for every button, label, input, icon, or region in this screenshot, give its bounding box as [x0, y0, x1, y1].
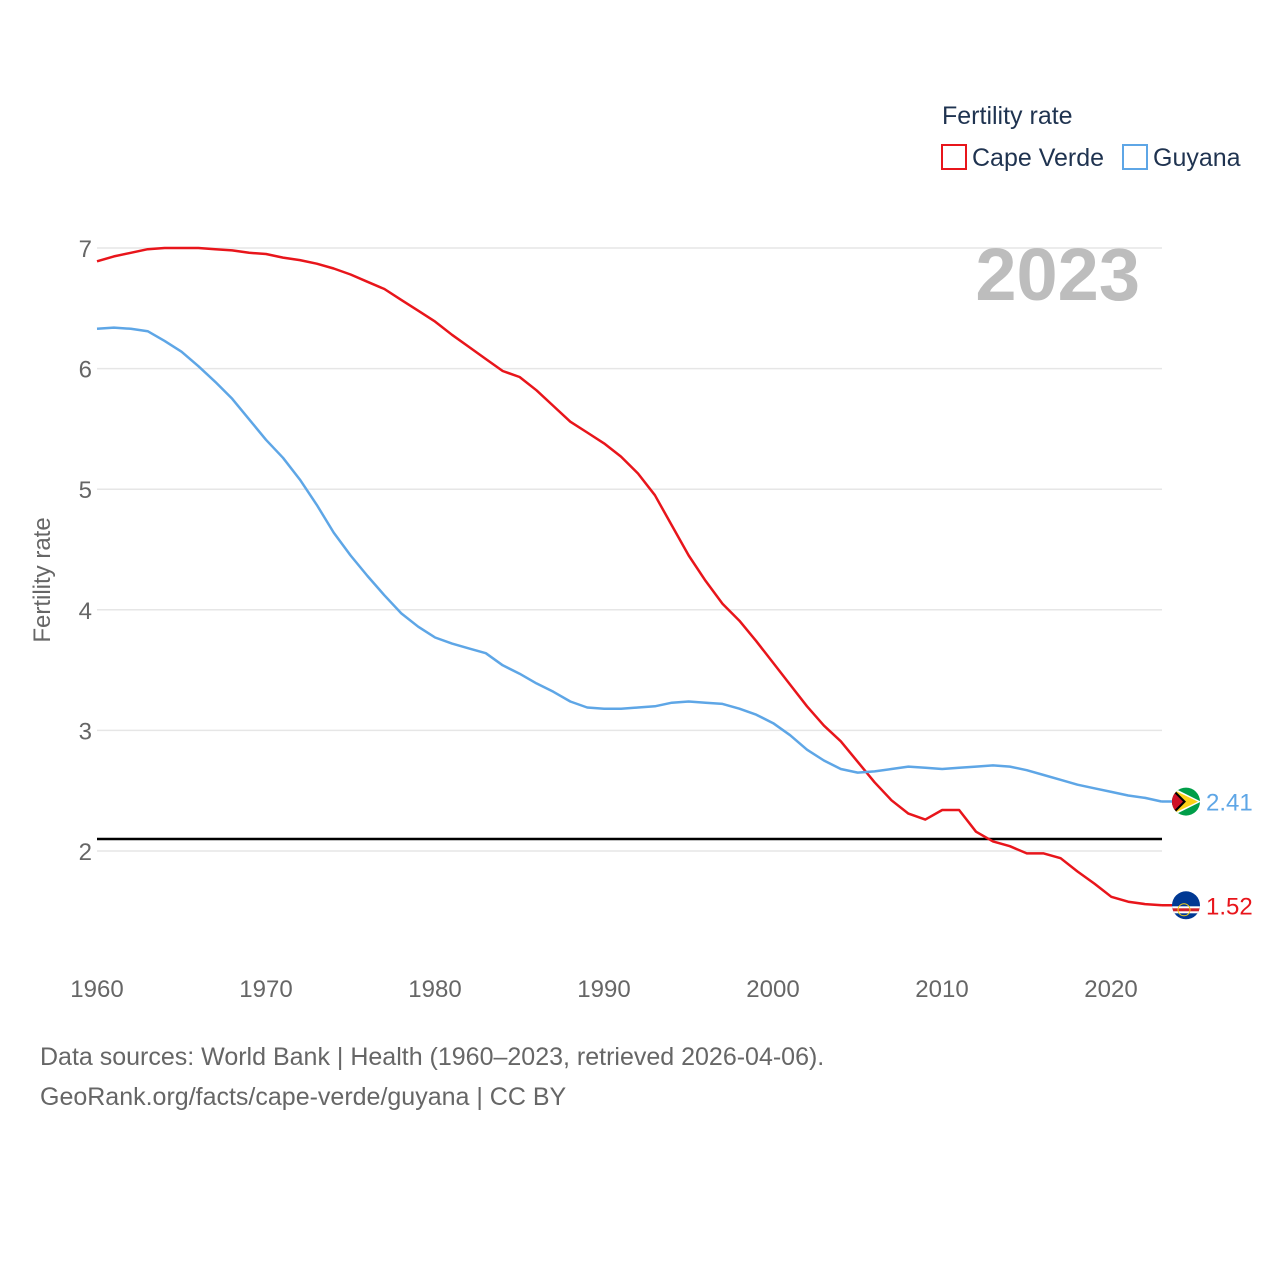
footer-data-sources: Data sources: World Bank | Health (1960–… [40, 1043, 825, 1071]
legend-title: Fertility rate [942, 102, 1073, 130]
cape-verde-flag-icon [1172, 891, 1200, 920]
legend-swatch-cape-verde [941, 144, 967, 170]
x-axis-ticks: 1960 1970 1980 1990 2000 2010 2020 [70, 976, 1137, 1003]
legend-label-guyana: Guyana [1153, 144, 1241, 172]
x-tick-label: 1970 [239, 976, 292, 1003]
x-tick-label: 2020 [1084, 976, 1137, 1003]
cape-verde-end-value-label: 1.52 [1206, 893, 1253, 920]
legend-swatch-guyana [1122, 144, 1148, 170]
y-axis-ticks: 2 3 4 5 6 7 [79, 236, 92, 866]
footer-credit[interactable]: GeoRank.org/facts/cape-verde/guyana | CC… [40, 1083, 567, 1111]
legend-item-guyana[interactable]: Guyana [1122, 144, 1241, 172]
y-axis-title: Fertility rate [29, 517, 56, 642]
x-tick-label: 1960 [70, 976, 123, 1003]
gridlines [97, 247, 1162, 852]
x-tick-label: 1990 [577, 976, 630, 1003]
y-tick-label: 2 [79, 839, 92, 866]
x-tick-label: 1980 [408, 976, 461, 1003]
series-line-cape-verde [96, 246, 1163, 907]
series-line-guyana [96, 326, 1163, 803]
y-tick-label: 7 [79, 236, 92, 263]
y-tick-label: 3 [79, 718, 92, 745]
y-tick-label: 6 [79, 357, 92, 384]
legend[interactable]: Fertility rate Cape Verde Guyana [941, 102, 1241, 172]
guyana-end-value-label: 2.41 [1206, 790, 1253, 817]
legend-label-cape-verde: Cape Verde [972, 144, 1104, 172]
x-tick-label: 2010 [915, 976, 968, 1003]
x-tick-label: 2000 [746, 976, 799, 1003]
legend-item-cape-verde[interactable]: Cape Verde [941, 144, 1104, 172]
current-year-label: 2023 [975, 233, 1140, 316]
y-tick-label: 4 [79, 598, 92, 625]
series-lines [96, 246, 1186, 907]
y-tick-label: 5 [79, 477, 92, 504]
guyana-flag-icon [1172, 787, 1200, 816]
